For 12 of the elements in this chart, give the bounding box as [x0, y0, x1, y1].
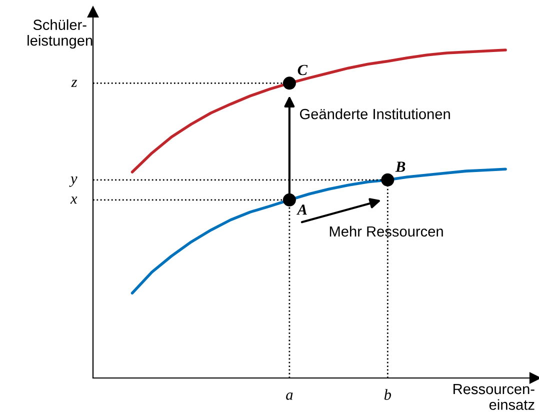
annotation: Geänderte Institutionen [300, 108, 450, 120]
ref-line-label: x [70, 196, 78, 204]
y-axis-title: Schüler- leistungen [28, 19, 92, 49]
annotation: C [298, 64, 308, 76]
x-tick-label: a [286, 392, 293, 400]
annotation: B [395, 162, 406, 172]
ref-line-label: y [69, 176, 78, 187]
x-tick-label: b [384, 389, 392, 400]
annotation: Mehr Ressourcen [330, 226, 443, 237]
ref-line-label: z [71, 80, 78, 87]
x-axis-title: Ressourcen- einsatz [454, 384, 534, 410]
annotation: A [296, 204, 307, 215]
